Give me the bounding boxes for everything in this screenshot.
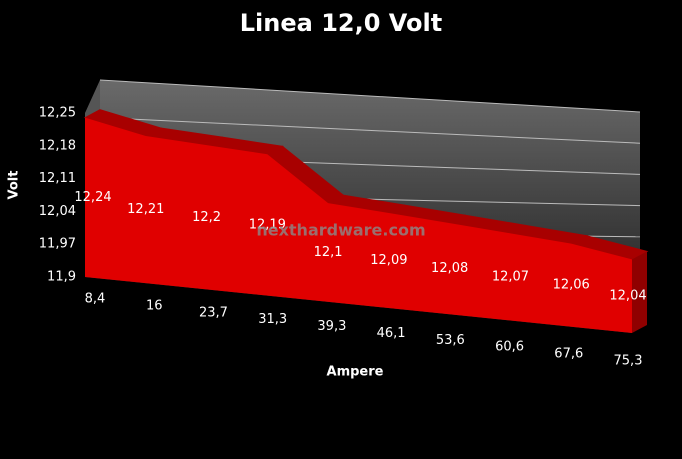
data-label: 12,2 bbox=[192, 210, 221, 225]
y-tick-label: 12,18 bbox=[39, 138, 76, 153]
x-tick-label: 46,1 bbox=[377, 326, 406, 341]
x-tick-label: 67,6 bbox=[554, 347, 583, 362]
x-tick-label: 60,6 bbox=[495, 340, 524, 355]
x-tick-label: 31,3 bbox=[258, 312, 287, 327]
x-tick-label: 75,3 bbox=[614, 354, 643, 369]
y-axis-label: Volt bbox=[7, 171, 22, 200]
watermark: nexthardware.com bbox=[256, 221, 425, 240]
data-label: 12,08 bbox=[431, 261, 468, 276]
y-tick-label: 12,04 bbox=[39, 204, 76, 219]
area bbox=[85, 117, 632, 333]
grid-line bbox=[99, 117, 641, 144]
x-tick-label: 8,4 bbox=[85, 292, 106, 307]
data-label: 12,1 bbox=[314, 245, 343, 260]
data-label: 12,09 bbox=[370, 253, 407, 268]
chart-title: Linea 12,0 Volt bbox=[240, 9, 442, 37]
x-tick-label: 53,6 bbox=[436, 333, 465, 348]
x-axis-label: Ampere bbox=[327, 365, 384, 380]
y-tick-label: 12,25 bbox=[39, 106, 76, 121]
grid-line bbox=[99, 79, 641, 113]
x-tick-label: 16 bbox=[146, 298, 163, 313]
data-label: 12,04 bbox=[609, 289, 646, 304]
y-tick-label: 12,11 bbox=[39, 171, 76, 186]
x-tick-label: 23,7 bbox=[199, 305, 228, 320]
data-label: 12,21 bbox=[127, 202, 164, 217]
y-tick-label: 11,97 bbox=[39, 237, 76, 252]
x-tick-label: 39,3 bbox=[317, 319, 346, 334]
data-label: 12,06 bbox=[553, 278, 590, 293]
area-side-face bbox=[632, 251, 647, 333]
data-label: 12,24 bbox=[74, 190, 111, 205]
data-label: 12,07 bbox=[492, 269, 529, 284]
data-label: 12,19 bbox=[249, 217, 286, 232]
y-tick-label: 11,9 bbox=[47, 270, 76, 285]
